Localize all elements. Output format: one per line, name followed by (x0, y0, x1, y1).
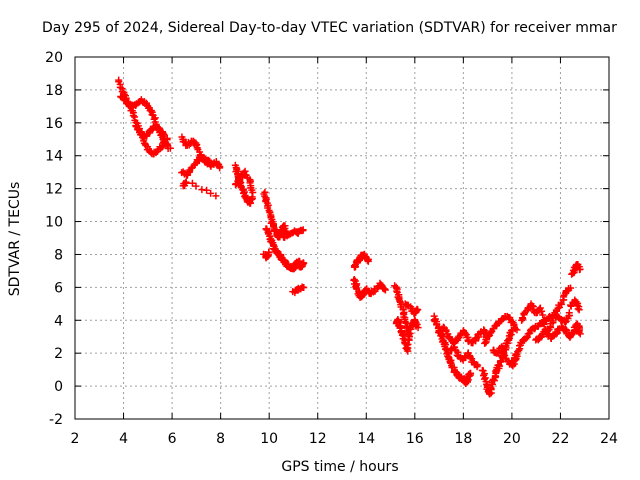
series-arc-4c (260, 248, 273, 262)
series-arc-4b (262, 225, 308, 273)
x-tick-label: 10 (260, 431, 278, 447)
data-point (540, 320, 548, 328)
data-point (396, 297, 404, 305)
x-axis-label: GPS time / hours (281, 459, 398, 475)
data-point (575, 327, 583, 335)
x-tick-label: 4 (119, 431, 128, 447)
y-tick-label: 2 (54, 346, 63, 362)
y-tick-label: -2 (49, 412, 63, 428)
series-arc-7 (430, 312, 475, 388)
y-tick-labels: -2 0 2 4 6 8 10 12 14 16 18 20 (45, 50, 63, 428)
y-tick-label: 10 (45, 215, 63, 231)
x-tick-label: 6 (168, 431, 177, 447)
grid-lines (75, 57, 609, 419)
series-arc-9f (570, 320, 583, 335)
data-point (300, 259, 308, 267)
data-point (192, 182, 200, 190)
series-arc-4 (260, 188, 291, 241)
data-point (207, 160, 215, 168)
data-point (466, 353, 474, 361)
chart-title: Day 295 of 2024, Sidereal Day-to-day VTE… (42, 20, 617, 36)
series-arc-9c (532, 323, 584, 344)
x-tick-label: 24 (600, 431, 618, 447)
data-point (573, 301, 581, 309)
series-arc-7c (445, 343, 482, 371)
series-arc-6c (401, 300, 422, 317)
series-arc-1c (132, 122, 168, 140)
x-tick-label: 14 (357, 431, 375, 447)
data-point (561, 318, 569, 326)
data-point (207, 189, 215, 197)
series-arc-2b (178, 153, 215, 179)
data-point (265, 248, 273, 256)
y-tick-label: 8 (54, 247, 63, 263)
y-axis-label: SDTVAR / TECUs (7, 182, 23, 297)
series-arc-2c (179, 178, 220, 200)
data-point (381, 286, 389, 294)
data-point (203, 186, 211, 194)
data-point (486, 390, 494, 398)
x-tick-label: 20 (503, 431, 521, 447)
plot-frame (74, 56, 610, 420)
data-points (115, 76, 584, 398)
data-point (466, 369, 474, 377)
x-tick-label: 12 (309, 431, 327, 447)
series-arc-4e (289, 283, 308, 297)
series-arc-9d (567, 296, 583, 314)
data-point (160, 132, 168, 140)
data-point (414, 324, 422, 332)
data-point (473, 363, 481, 371)
series-arc-3 (231, 161, 256, 207)
series-arc-9e (568, 260, 584, 278)
data-point (401, 318, 409, 326)
x-tick-label: 22 (552, 431, 570, 447)
x-tick-label: 2 (71, 431, 80, 447)
data-point (299, 226, 307, 234)
y-tick-label: 16 (45, 116, 63, 132)
series-arc-5 (350, 250, 372, 271)
data-point (404, 336, 412, 344)
data-point (575, 306, 583, 314)
y-tick-label: 14 (45, 149, 63, 165)
data-point (565, 309, 573, 317)
series-arc-8b (481, 312, 521, 347)
data-point (216, 164, 224, 172)
data-point (414, 306, 422, 314)
series-arc-6b (392, 315, 422, 355)
y-tick-label: 4 (54, 313, 63, 329)
y-tick-label: 20 (45, 50, 63, 66)
y-tick-label: 12 (45, 182, 63, 198)
axis-ticks (74, 56, 610, 420)
data-point (538, 307, 546, 315)
y-tick-label: 6 (54, 280, 63, 296)
x-tick-label: 18 (454, 431, 472, 447)
data-point (166, 144, 174, 152)
data-point (364, 257, 372, 265)
x-tick-label: 8 (216, 431, 225, 447)
data-point (300, 283, 308, 291)
x-tick-label: 16 (406, 431, 424, 447)
data-point (212, 192, 220, 200)
data-point (513, 326, 521, 334)
series-arc-3b (232, 167, 257, 196)
y-tick-label: 18 (45, 83, 63, 99)
data-point (576, 266, 584, 274)
data-point (536, 304, 544, 312)
data-point (129, 112, 137, 120)
data-point (574, 305, 582, 313)
series-arc-4d (280, 226, 307, 242)
data-point (188, 179, 196, 187)
data-point (576, 330, 584, 338)
x-tick-labels: 2 4 6 8 10 12 14 16 18 20 22 24 (71, 431, 618, 447)
data-point (182, 179, 190, 187)
y-tick-label: 0 (54, 379, 63, 395)
data-point (567, 284, 575, 292)
data-point (539, 311, 547, 319)
data-point (249, 188, 257, 196)
series-arc-5b (350, 275, 389, 301)
